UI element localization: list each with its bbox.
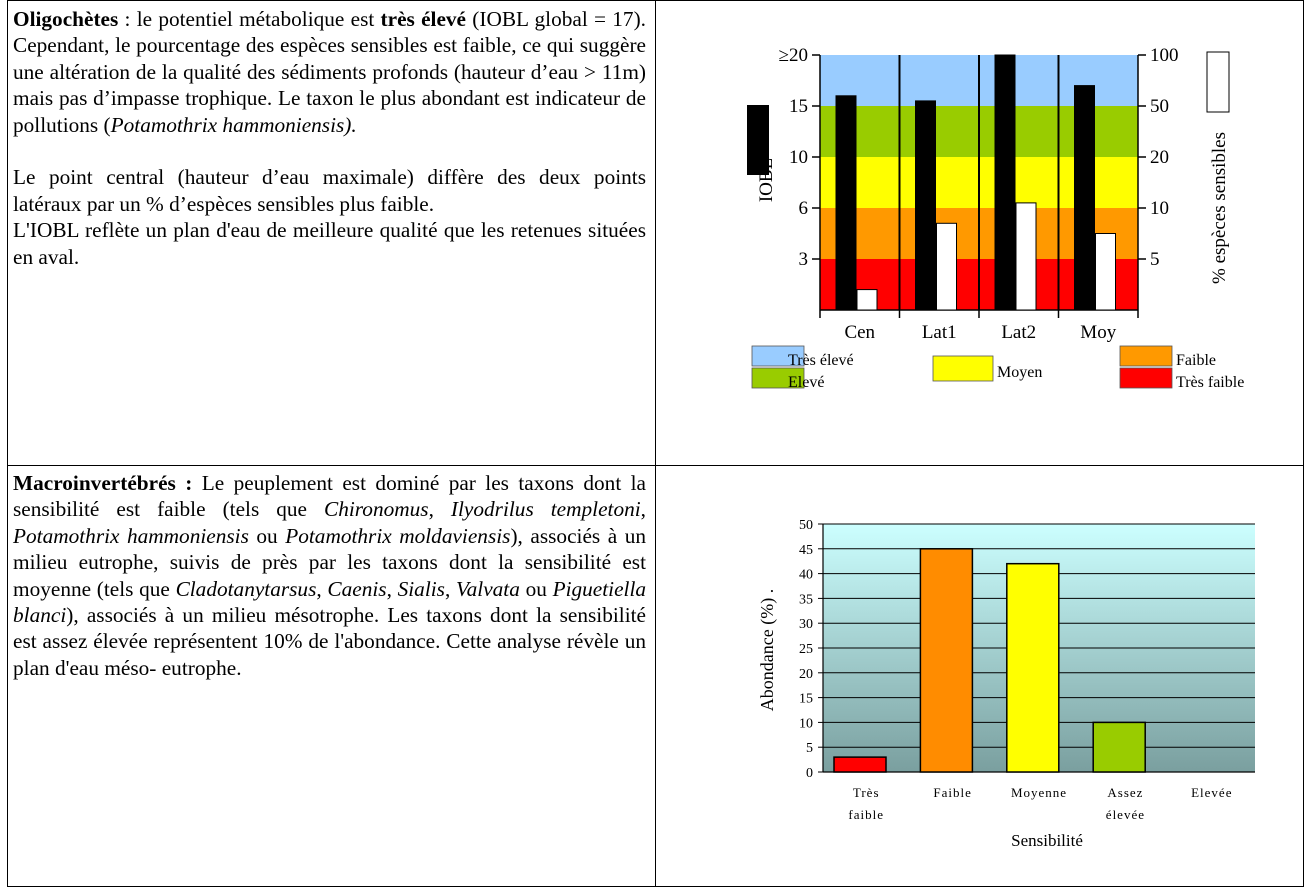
right-tick-label: 10	[1150, 198, 1169, 219]
oligo-paragraph-1: Oligochètes : le potentiel métabolique e…	[13, 7, 646, 137]
category-label: Cen	[844, 322, 875, 343]
category-label: faible	[848, 807, 884, 822]
bar	[833, 756, 887, 773]
left-tick-label: ≥20	[779, 45, 808, 66]
legend-swatch	[1119, 367, 1173, 389]
bar-iobl	[1074, 85, 1095, 311]
x-axis-label: Sensibilité	[1011, 831, 1083, 850]
right-tick-label: 20	[1150, 147, 1169, 168]
legend-swatch	[932, 355, 994, 382]
oligo-level: très élevé	[380, 7, 467, 31]
oligo-taxon: Potamothrix hammoniensis).	[110, 112, 357, 137]
right-tick-label: 50	[1150, 96, 1169, 117]
bar-sensibles	[1095, 233, 1116, 311]
bar-iobl	[835, 95, 857, 311]
y2-axis-label: % espèces sensibles	[1209, 132, 1230, 284]
oligo-text: Oligochètes : le potentiel métabolique e…	[13, 6, 646, 270]
category-label: Moy	[1080, 322, 1116, 343]
column-divider	[655, 0, 656, 887]
oligo-paragraph-2: Le point central (hauteur d’eau maximale…	[13, 165, 646, 216]
bar	[1092, 721, 1146, 773]
y-tick-label: 30	[799, 617, 813, 632]
category-label: Faible	[933, 785, 972, 800]
legend-label: Moyen	[997, 364, 1042, 381]
bar	[1006, 562, 1060, 773]
y-tick-label: 45	[799, 543, 813, 558]
y-tick-label: 40	[799, 568, 813, 583]
y-tick-label: 50	[799, 518, 813, 533]
category-label: Elevée	[1191, 785, 1232, 800]
left-tick-label: 10	[789, 147, 808, 168]
legend-label: Elevé	[788, 374, 824, 391]
left-tick-label: 15	[789, 96, 808, 117]
left-tick-label: 3	[799, 249, 809, 270]
macro-paragraph: Macroinvertébrés : Le peuplement est dom…	[13, 471, 647, 680]
macro-text: Macroinvertébrés : Le peuplement est dom…	[13, 470, 646, 681]
iobl-legend-swatch	[747, 105, 769, 175]
legend-swatch	[751, 345, 805, 367]
category-label: élevée	[1106, 807, 1145, 822]
category-label: Moyenne	[1011, 785, 1067, 800]
y-tick-label: 0	[806, 766, 813, 781]
y-tick-label: 25	[799, 642, 813, 657]
bar-sensibles	[856, 289, 878, 311]
y-tick-label: 15	[799, 692, 813, 707]
category-label: Très	[853, 785, 880, 800]
right-tick-label: 5	[1150, 249, 1160, 270]
y-tick-label: 20	[799, 667, 813, 682]
macro-label: Macroinvertébrés :	[13, 471, 193, 495]
legend-label: Très faible	[1176, 374, 1244, 391]
bar	[919, 548, 974, 773]
y-axis-label: IOBL	[756, 158, 777, 202]
iobl-chart: 3 6 10 15 ≥20 5 10 20 50 100 Cen Lat1 Lat2 Moy IOBL % e…	[747, 45, 1244, 391]
y-axis-label: Abondance (%) .	[757, 589, 778, 711]
legend-swatch	[1119, 345, 1173, 367]
sensibles-legend-swatch	[1206, 51, 1230, 113]
left-tick-label: 6	[799, 198, 809, 219]
category-label: Lat1	[922, 322, 957, 343]
legend-swatch	[751, 367, 805, 389]
category-label: Assez	[1107, 785, 1143, 800]
y-tick-label: 10	[799, 716, 813, 731]
bar-sensibles	[1015, 202, 1037, 311]
legend-label: Faible	[1176, 352, 1216, 369]
oligo-label: Oligochètes	[13, 7, 119, 31]
category-label: Lat2	[1001, 322, 1036, 343]
bar-sensibles	[936, 222, 957, 311]
bar-iobl	[994, 54, 1016, 311]
y-tick-label: 35	[799, 592, 813, 607]
y-tick-label: 5	[806, 741, 813, 756]
oligo-paragraph-3: L'IOBL reflète un plan d'eau de meilleur…	[13, 218, 646, 269]
bar-iobl	[915, 100, 936, 311]
legend-label: Très élevé	[788, 352, 854, 369]
right-tick-label: 100	[1150, 45, 1179, 66]
abondance-chart: 0 5 10 15 20 25 30 35 40 45 50 Très faible Faible Moye…	[757, 518, 1255, 850]
